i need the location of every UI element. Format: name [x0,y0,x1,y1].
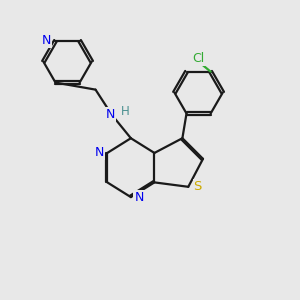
Text: N: N [42,34,51,47]
Text: N: N [106,108,115,121]
Text: N: N [134,190,144,204]
Text: Cl: Cl [193,52,205,65]
Text: S: S [194,180,202,193]
Text: H: H [121,105,129,118]
Text: N: N [94,146,104,159]
